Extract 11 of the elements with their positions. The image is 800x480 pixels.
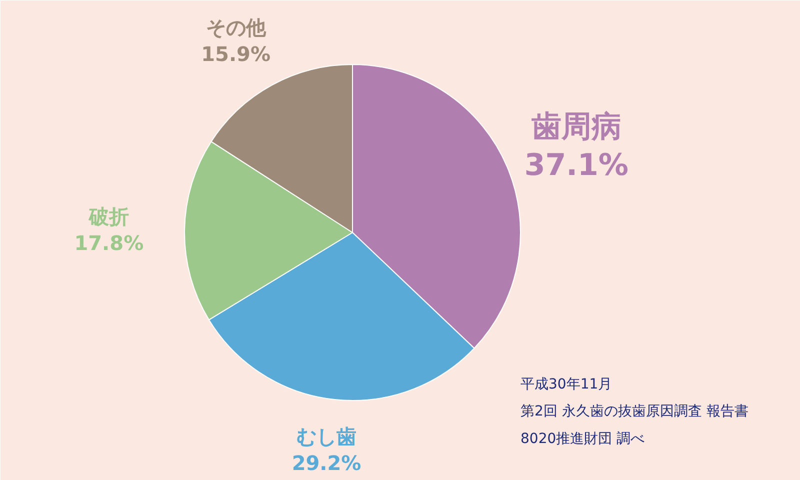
text: 8020推進財団 調べ	[520, 430, 645, 447]
data-label: 29.2%	[292, 450, 362, 475]
slice-label: その他	[206, 16, 267, 40]
data-label: 15.9%	[201, 42, 271, 66]
slice-label: 歯周病	[531, 110, 622, 145]
slice-label: 破折	[88, 204, 129, 229]
data-label: 17.8%	[74, 230, 144, 255]
text: 第2回 永久歯の抜歯原因調査 報告書	[520, 404, 748, 420]
data-label: 37.1%	[524, 148, 628, 184]
slice-label: むし歯	[296, 424, 357, 448]
text: 平成30年11月	[520, 376, 612, 392]
